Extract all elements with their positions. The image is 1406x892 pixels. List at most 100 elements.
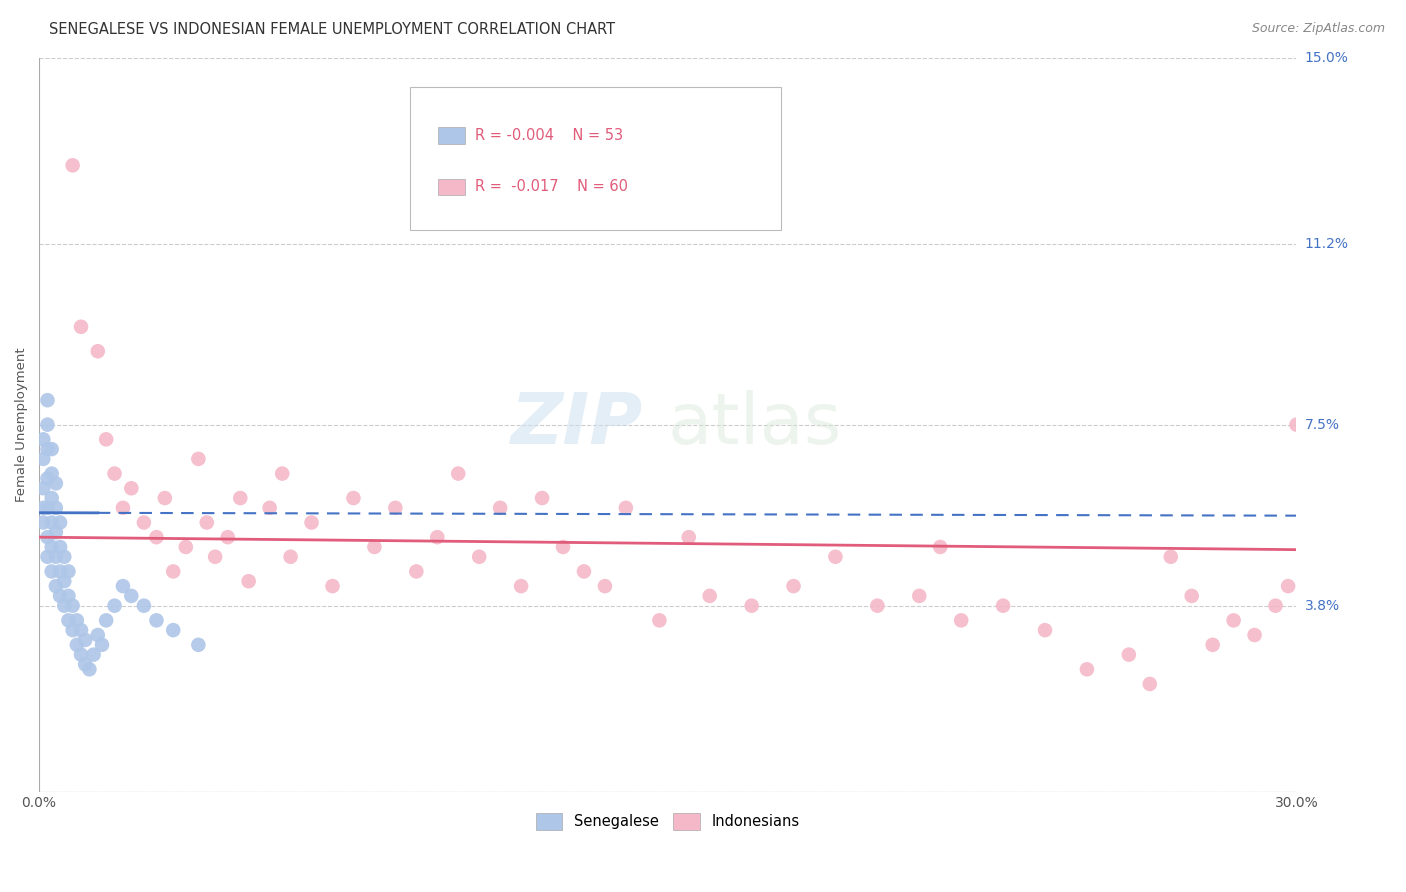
Point — [32, 516, 55, 530]
Point — [824, 549, 846, 564]
Point — [593, 579, 616, 593]
Point — [187, 638, 209, 652]
Point — [301, 516, 323, 530]
Point — [950, 613, 973, 627]
Point — [41, 565, 63, 579]
Point — [53, 599, 76, 613]
Point — [384, 500, 406, 515]
Point — [58, 589, 80, 603]
Point — [204, 549, 226, 564]
Text: 7.5%: 7.5% — [1305, 417, 1340, 432]
Y-axis label: Female Unemployment: Female Unemployment — [15, 347, 28, 502]
Point — [145, 530, 167, 544]
Point — [96, 433, 118, 447]
Point — [426, 530, 449, 544]
Point — [49, 565, 72, 579]
Point — [1201, 638, 1223, 652]
Point — [1243, 628, 1265, 642]
Point — [58, 565, 80, 579]
Point — [70, 648, 93, 662]
Point — [37, 393, 59, 408]
Point — [1033, 623, 1056, 637]
Point — [37, 471, 59, 485]
Point — [53, 549, 76, 564]
Point — [37, 549, 59, 564]
Point — [678, 530, 700, 544]
Point — [32, 451, 55, 466]
Point — [447, 467, 470, 481]
Point — [103, 467, 125, 481]
Point — [75, 657, 97, 672]
Point — [41, 467, 63, 481]
Point — [41, 516, 63, 530]
Point — [741, 599, 763, 613]
Point — [321, 579, 343, 593]
Point — [991, 599, 1014, 613]
Text: SENEGALESE VS INDONESIAN FEMALE UNEMPLOYMENT CORRELATION CHART: SENEGALESE VS INDONESIAN FEMALE UNEMPLOY… — [49, 22, 616, 37]
Point — [45, 525, 67, 540]
Point — [32, 500, 55, 515]
Text: R = -0.004    N = 53: R = -0.004 N = 53 — [475, 128, 623, 143]
Point — [929, 540, 952, 554]
Point — [75, 632, 97, 647]
Point — [49, 540, 72, 554]
Point — [87, 628, 110, 642]
Point — [83, 648, 105, 662]
Text: R =  -0.017    N = 60: R = -0.017 N = 60 — [475, 179, 628, 194]
Point — [37, 417, 59, 432]
Point — [551, 540, 574, 554]
Point — [174, 540, 197, 554]
Point — [62, 623, 84, 637]
Point — [468, 549, 491, 564]
Point — [1222, 613, 1244, 627]
Point — [41, 540, 63, 554]
Text: ZIP: ZIP — [510, 390, 643, 459]
Point — [111, 500, 134, 515]
Point — [91, 638, 114, 652]
Point — [1160, 549, 1182, 564]
Point — [1118, 648, 1140, 662]
Point — [153, 491, 176, 505]
Point — [259, 500, 281, 515]
Point — [66, 638, 89, 652]
Point — [96, 613, 118, 627]
Point — [120, 481, 142, 495]
Point — [66, 613, 89, 627]
Point — [162, 623, 184, 637]
Point — [41, 442, 63, 456]
Point — [132, 599, 155, 613]
Point — [699, 589, 721, 603]
Point — [1264, 599, 1286, 613]
Text: 11.2%: 11.2% — [1305, 236, 1348, 251]
Point — [489, 500, 512, 515]
Point — [531, 491, 554, 505]
Point — [32, 433, 55, 447]
Point — [238, 574, 260, 589]
Point — [45, 579, 67, 593]
Point — [79, 662, 101, 676]
Point — [271, 467, 294, 481]
Point — [572, 565, 595, 579]
Point — [614, 500, 637, 515]
Point — [103, 599, 125, 613]
Point — [111, 579, 134, 593]
Point — [120, 589, 142, 603]
Point — [45, 500, 67, 515]
Text: Source: ZipAtlas.com: Source: ZipAtlas.com — [1251, 22, 1385, 36]
Point — [62, 599, 84, 613]
Point — [87, 344, 110, 359]
Point — [70, 319, 93, 334]
Point — [187, 451, 209, 466]
Point — [41, 491, 63, 505]
FancyBboxPatch shape — [411, 87, 780, 230]
Point — [1181, 589, 1204, 603]
Point — [162, 565, 184, 579]
Point — [280, 549, 302, 564]
Point — [1277, 579, 1299, 593]
Point — [53, 574, 76, 589]
Point — [229, 491, 252, 505]
Point — [37, 442, 59, 456]
Point — [866, 599, 889, 613]
Point — [132, 516, 155, 530]
Point — [217, 530, 239, 544]
